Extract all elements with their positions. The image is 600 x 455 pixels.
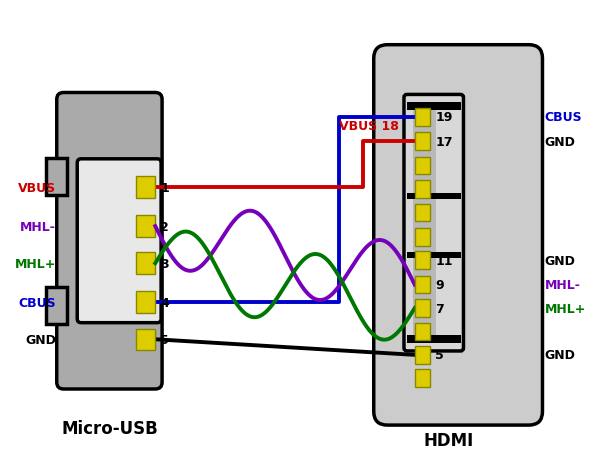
Bar (136, 177, 155, 198)
Text: 7: 7 (435, 302, 444, 315)
Text: CBUS: CBUS (544, 111, 582, 124)
Text: CBUS: CBUS (18, 296, 56, 309)
Text: MHL+: MHL+ (14, 257, 56, 270)
Text: 11: 11 (435, 254, 452, 267)
Text: 5: 5 (160, 333, 169, 346)
Text: MHL-: MHL- (20, 220, 56, 233)
Text: 4: 4 (160, 296, 169, 309)
Text: MHL-: MHL- (544, 278, 580, 292)
Text: VBUS: VBUS (17, 181, 56, 194)
Bar (413, 106, 436, 340)
Bar (415, 369, 430, 387)
Bar (415, 346, 430, 364)
Bar (407, 253, 461, 258)
Bar (415, 323, 430, 340)
Text: GND: GND (544, 349, 575, 362)
FancyBboxPatch shape (77, 159, 161, 323)
Bar (415, 157, 430, 175)
Text: 9: 9 (435, 278, 444, 292)
Text: 17: 17 (435, 136, 452, 148)
Text: 2: 2 (160, 220, 169, 233)
Bar (415, 276, 430, 294)
Bar (46, 158, 67, 196)
Bar (415, 109, 430, 126)
Text: 19: 19 (435, 111, 452, 124)
Text: GND: GND (544, 136, 575, 148)
Text: GND: GND (544, 254, 575, 267)
Text: VBUS 18: VBUS 18 (340, 119, 399, 132)
Bar (415, 204, 430, 222)
Bar (415, 252, 430, 269)
Text: 5: 5 (435, 349, 444, 362)
FancyBboxPatch shape (404, 95, 463, 351)
Bar (415, 133, 430, 151)
Text: Micro-USB: Micro-USB (61, 420, 158, 437)
Bar (46, 287, 67, 324)
Text: GND: GND (25, 333, 56, 346)
Text: MHL+: MHL+ (544, 302, 586, 315)
Bar (136, 253, 155, 274)
Bar (407, 336, 461, 344)
FancyBboxPatch shape (57, 93, 162, 389)
Bar (415, 181, 430, 198)
Bar (136, 329, 155, 350)
Text: HDMI: HDMI (423, 431, 473, 449)
Text: 1: 1 (160, 181, 169, 194)
Bar (407, 194, 461, 200)
Text: 3: 3 (160, 257, 169, 270)
Bar (415, 228, 430, 246)
Bar (415, 299, 430, 317)
Bar (136, 292, 155, 313)
Bar (136, 216, 155, 238)
Bar (407, 103, 461, 111)
FancyBboxPatch shape (374, 46, 542, 425)
